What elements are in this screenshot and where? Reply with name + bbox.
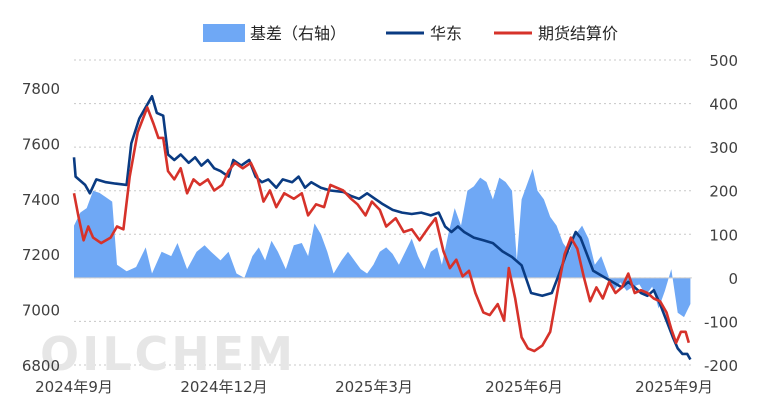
left-tick-label: 7000 — [22, 302, 60, 320]
legend: 基差（右轴） 华东 期货结算价 — [203, 24, 618, 43]
east-line — [72, 95, 692, 361]
basis-area-layer — [74, 168, 691, 318]
legend-futures-label: 期货结算价 — [538, 24, 618, 43]
right-tick-label: 0 — [728, 270, 738, 288]
left-axis-ticks: 6800 7000 7200 7400 7600 7800 — [22, 80, 60, 375]
right-tick-label: 500 — [709, 52, 738, 70]
gridlines — [74, 59, 692, 366]
basis-area — [74, 168, 691, 318]
right-tick-label: 400 — [709, 96, 738, 114]
futures-line — [72, 106, 691, 353]
watermark: OILCHEM — [40, 327, 296, 381]
x-tick-label: 2025年9月 — [635, 378, 713, 396]
right-tick-label: 300 — [709, 139, 738, 157]
x-tick-label: 2025年3月 — [335, 378, 413, 396]
right-axis-ticks: -200 -100 0 100 200 300 400 500 — [704, 52, 738, 375]
legend-east-label: 华东 — [430, 24, 462, 43]
left-tick-label: 7200 — [22, 246, 60, 264]
x-tick-label: 2024年9月 — [35, 378, 113, 396]
x-axis-ticks: 2024年9月 2024年12月 2025年3月 2025年6月 2025年9月 — [35, 378, 713, 396]
x-tick-label: 2025年6月 — [485, 378, 563, 396]
x-tick-label: 2024年12月 — [180, 378, 267, 396]
right-tick-label: 200 — [709, 183, 738, 201]
legend-basis-label: 基差（右轴） — [250, 24, 346, 43]
right-tick-label: -100 — [704, 313, 738, 331]
left-tick-label: 7600 — [22, 135, 60, 153]
left-tick-label: 6800 — [22, 357, 60, 375]
right-tick-label: 100 — [709, 226, 738, 244]
right-tick-label: -200 — [704, 357, 738, 375]
left-tick-label: 7400 — [22, 191, 60, 209]
line-series-layer — [72, 95, 692, 361]
left-tick-label: 7800 — [22, 80, 60, 98]
legend-basis-swatch — [203, 24, 245, 42]
